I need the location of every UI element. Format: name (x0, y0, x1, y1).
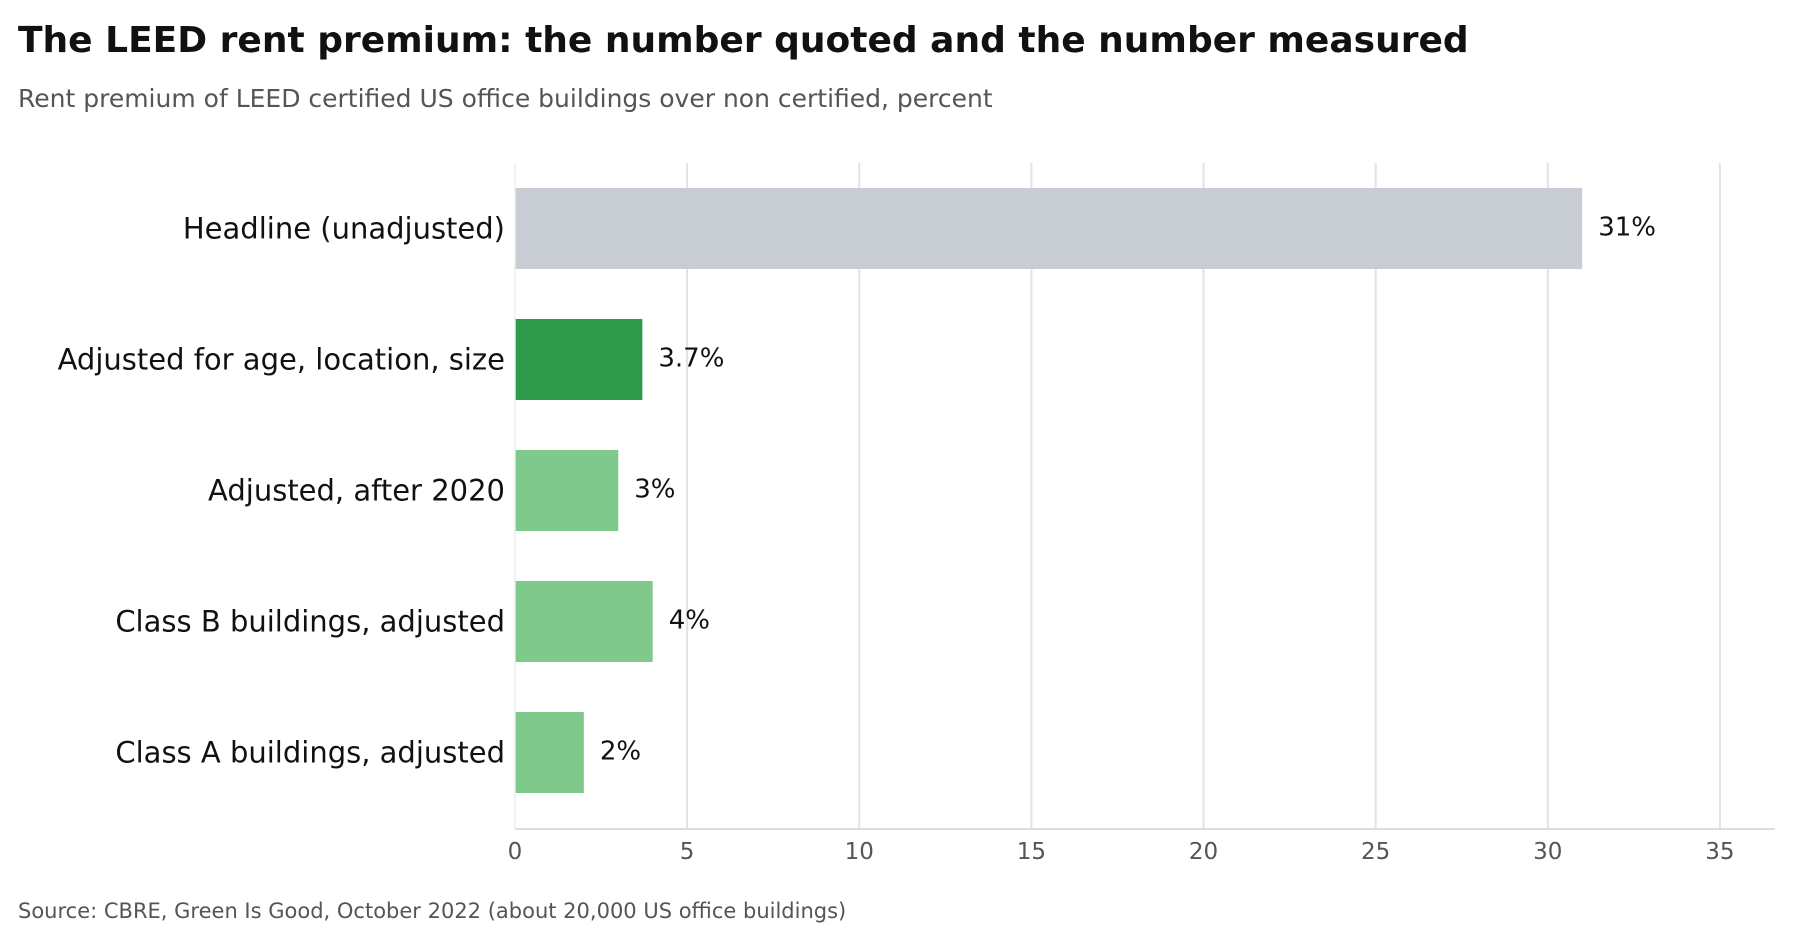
x-tick-label: 10 (845, 839, 874, 865)
bar (515, 319, 643, 400)
source-note: Source: CBRE, Green Is Good, October 202… (18, 899, 847, 923)
bar (515, 450, 619, 531)
x-tick-label: 5 (680, 839, 695, 865)
data-label: 3% (634, 475, 675, 505)
x-tick-label: 0 (508, 839, 523, 865)
x-tick-label: 20 (1189, 839, 1218, 865)
data-label: 3.7% (658, 344, 724, 374)
bar (515, 188, 1583, 269)
category-label: Class B buildings, adjusted (115, 605, 505, 639)
chart-subtitle: Rent premium of LEED certified US office… (18, 84, 993, 113)
x-tick-label: 35 (1705, 839, 1734, 865)
x-tick-label: 25 (1361, 839, 1390, 865)
chart-title: The LEED rent premium: the number quoted… (18, 20, 1469, 61)
bar (515, 581, 653, 662)
x-tick-label: 15 (1017, 839, 1046, 865)
category-label: Adjusted, after 2020 (208, 474, 505, 508)
data-labels: 31% 3.7% 3% 4% 2% (600, 213, 1656, 767)
data-label: 31% (1598, 213, 1656, 243)
data-label: 2% (600, 737, 641, 767)
category-label: Headline (unadjusted) (183, 212, 505, 246)
category-labels: Headline (unadjusted) Adjusted for age, l… (58, 212, 505, 770)
x-axis: 0 5 10 15 20 25 30 35 (508, 163, 1775, 865)
bar (515, 712, 584, 793)
category-label: Class A buildings, adjusted (115, 736, 505, 770)
bars (515, 188, 1583, 793)
gridlines (686, 163, 1721, 829)
category-label: Adjusted for age, location, size (58, 343, 505, 377)
data-label: 4% (669, 606, 710, 636)
x-tick-label: 30 (1533, 839, 1562, 865)
